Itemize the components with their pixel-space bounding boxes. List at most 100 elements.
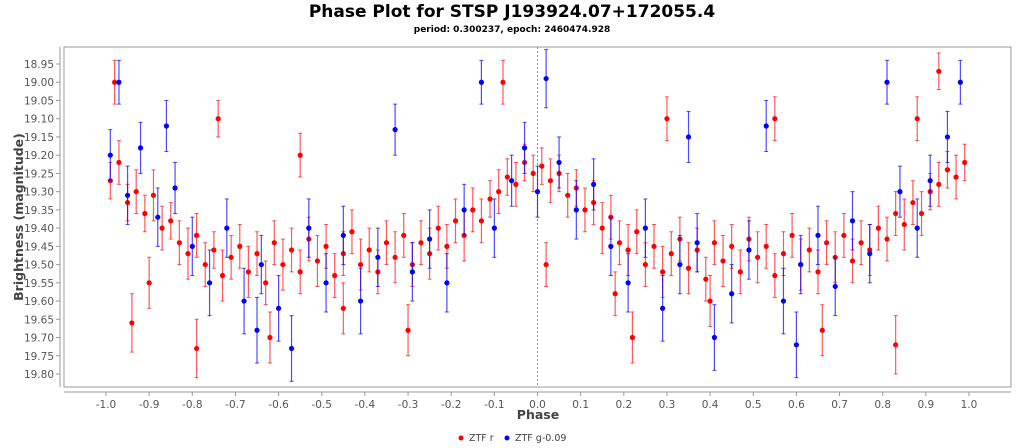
data-point (194, 345, 200, 352)
data-point (444, 243, 450, 249)
data-point (280, 261, 286, 268)
data-point (772, 272, 778, 279)
data-point (185, 251, 191, 257)
data-point (677, 261, 683, 268)
data-point (288, 345, 295, 352)
x-tick-label: -0.9 (139, 399, 160, 411)
x-tick-label: 0.5 (745, 399, 762, 411)
data-point (936, 68, 942, 74)
data-point (660, 305, 666, 311)
data-point (340, 305, 346, 311)
data-point (314, 258, 321, 264)
y-tick-label: 19.65 (24, 314, 54, 326)
data-point (772, 116, 778, 122)
data-point (664, 116, 670, 122)
data-point (401, 232, 407, 239)
data-point (962, 159, 968, 166)
data-point (168, 218, 174, 224)
y-tick-label: 19.00 (24, 77, 54, 89)
data-point (582, 207, 588, 213)
data-point (893, 210, 899, 217)
data-point (746, 247, 752, 253)
data-point (806, 247, 812, 253)
data-point (914, 225, 920, 231)
data-point (599, 225, 605, 231)
data-point (219, 272, 226, 279)
data-point (366, 247, 372, 253)
data-point (435, 225, 441, 231)
data-point (819, 327, 825, 333)
data-point (841, 232, 847, 239)
data-point (129, 320, 135, 326)
data-point (194, 232, 200, 239)
x-tick-label: -0.2 (441, 399, 462, 411)
data-point (254, 251, 260, 257)
data-point (237, 243, 243, 249)
data-point (418, 240, 424, 246)
data-point (452, 218, 459, 224)
data-point (642, 261, 648, 268)
legend-label-ztf-r: ZTF r (469, 433, 494, 444)
data-point (176, 240, 182, 246)
data-point (267, 334, 273, 341)
data-point (323, 280, 329, 286)
data-point (202, 261, 208, 268)
data-point (918, 210, 925, 217)
data-point (685, 265, 692, 271)
y-tick-label: 19.75 (24, 351, 54, 363)
data-point (357, 261, 364, 268)
chart-subtitle: period: 0.300237, epoch: 2460474.928 (413, 25, 611, 35)
x-tick-label: -0.1 (484, 399, 505, 411)
data-point (137, 145, 144, 151)
data-point (245, 269, 251, 275)
data-point (271, 240, 277, 246)
data-point (375, 254, 381, 260)
data-point (914, 116, 920, 122)
data-point (392, 254, 398, 260)
data-point (832, 283, 838, 290)
y-tick-label: 19.55 (24, 278, 54, 290)
x-tick-label: 0.9 (917, 399, 934, 411)
y-tick-label: 19.10 (24, 114, 54, 126)
data-point (392, 127, 398, 133)
data-point (383, 240, 390, 246)
data-point (565, 192, 571, 198)
x-tick-label: 0.8 (874, 399, 891, 411)
data-point (124, 192, 131, 198)
data-point (660, 269, 666, 275)
data-point (211, 247, 217, 253)
data-point (789, 232, 795, 239)
data-point (297, 152, 303, 158)
data-point (668, 251, 674, 257)
y-tick-label: 19.70 (24, 333, 54, 345)
data-point (720, 258, 726, 264)
data-point (824, 240, 830, 246)
data-point (573, 207, 579, 213)
data-point (444, 280, 450, 286)
data-point (729, 291, 735, 297)
data-point (521, 145, 528, 151)
y-tick-label: 19.45 (24, 241, 54, 253)
legend: ZTF r ZTF g-0.09 (458, 433, 566, 444)
data-point (754, 254, 761, 260)
data-point (815, 232, 821, 239)
data-point (133, 189, 139, 195)
data-point (496, 189, 502, 195)
data-point (625, 247, 631, 253)
data-point (707, 298, 713, 304)
x-tick-label: 1.0 (961, 399, 978, 411)
x-tick-label: -0.8 (182, 399, 203, 411)
x-tick-label: 0.3 (659, 399, 676, 411)
data-point (470, 207, 476, 213)
data-point (241, 298, 247, 304)
data-point (530, 170, 536, 177)
series-ztf-g (107, 48, 963, 382)
data-point (172, 185, 178, 191)
y-tick-label: 19.60 (24, 296, 54, 308)
data-point (944, 134, 951, 140)
data-point (142, 210, 148, 217)
y-tick-label: 19.50 (24, 260, 54, 272)
data-point (258, 261, 264, 268)
data-point (884, 236, 890, 242)
data-point (332, 272, 338, 279)
